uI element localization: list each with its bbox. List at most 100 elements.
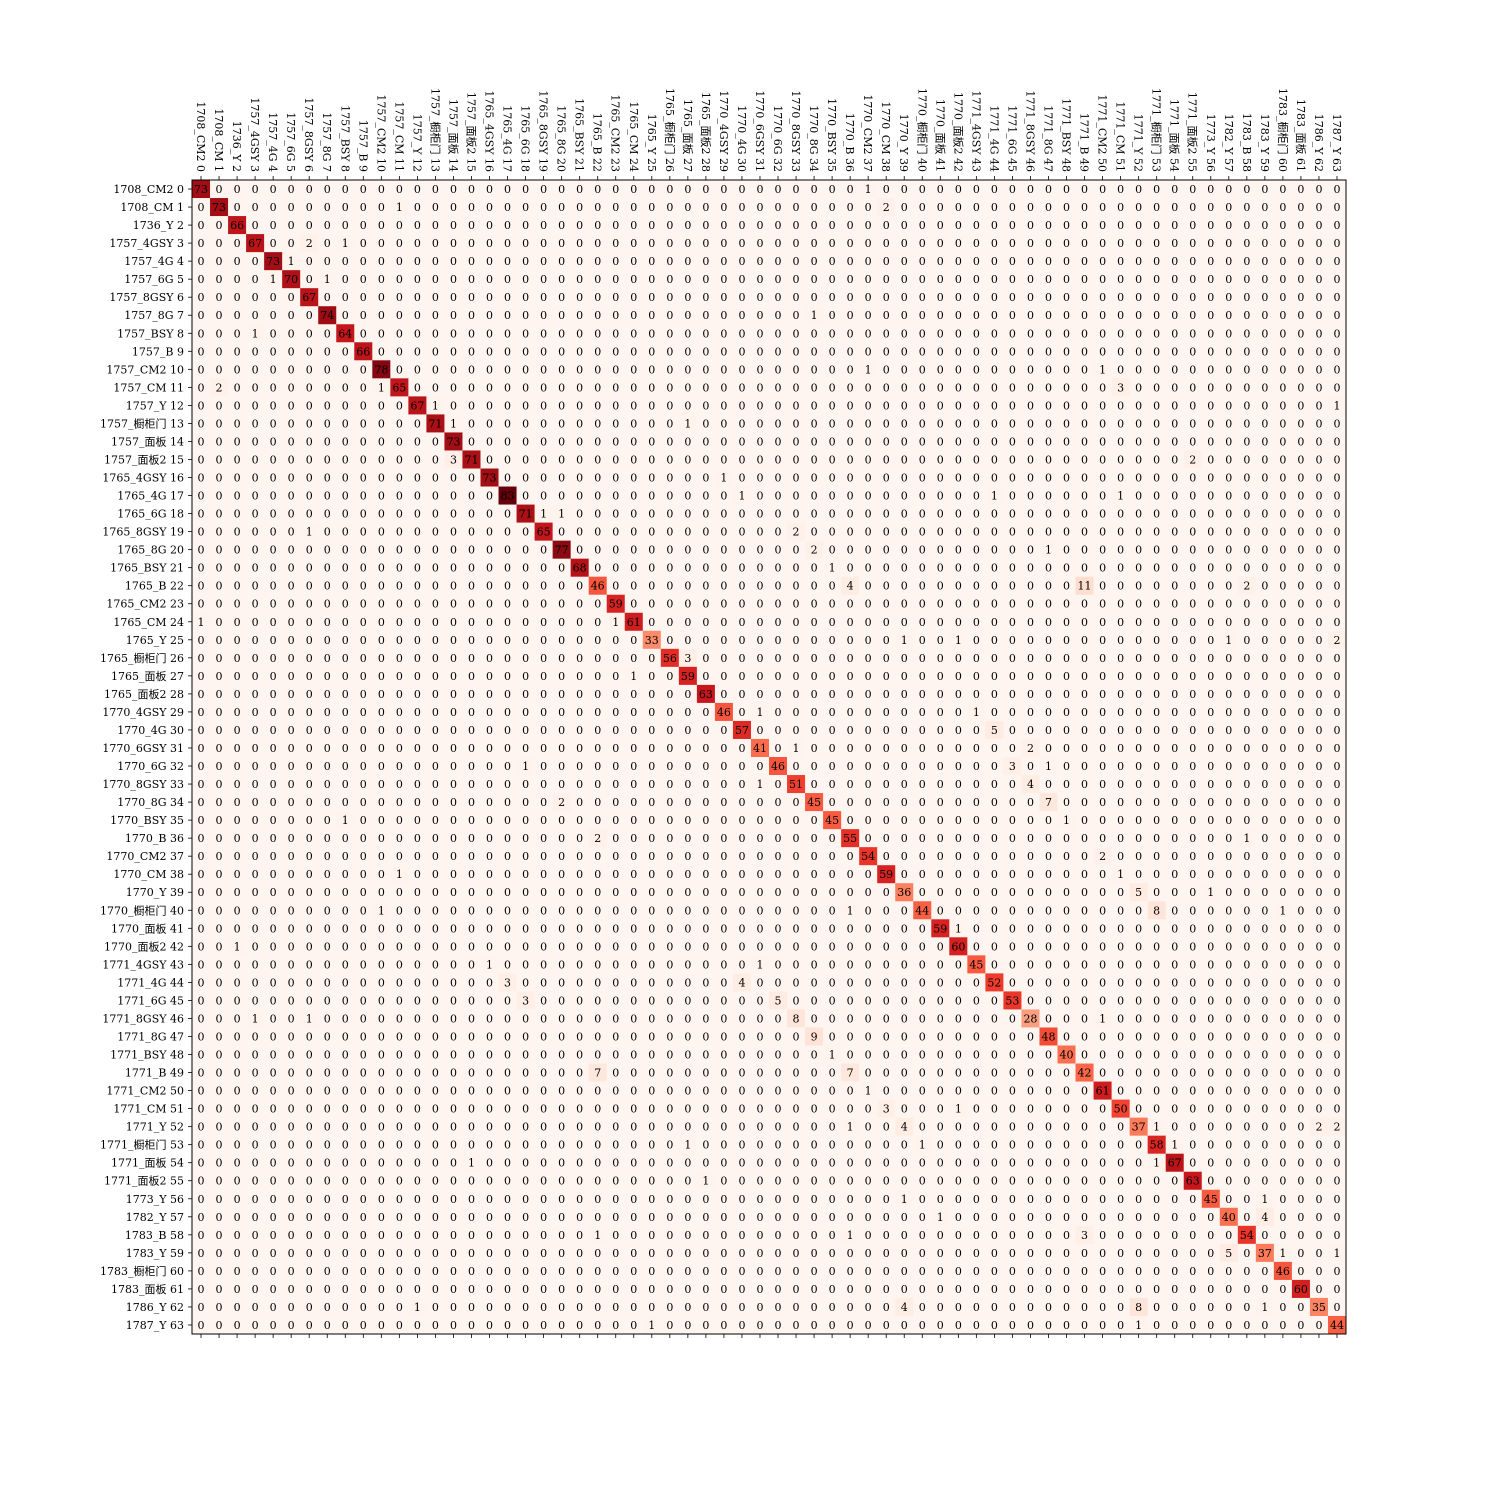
- heatmap-cell: [1111, 198, 1131, 217]
- cell-value-label: 0: [793, 363, 800, 376]
- heatmap-cell: [949, 180, 968, 199]
- heatmap-cell: [642, 234, 662, 253]
- cell-value-label: 0: [648, 417, 655, 430]
- cell-value-label: 0: [756, 273, 763, 286]
- cell-value-label: 0: [414, 309, 421, 322]
- heatmap-cell: [426, 180, 445, 199]
- heatmap-cell: [660, 234, 680, 253]
- cell-value-label: 0: [360, 237, 367, 250]
- heatmap-cell: [1219, 180, 1239, 199]
- cell-value-label: 0: [270, 291, 277, 304]
- heatmap-cell: [750, 234, 770, 253]
- cell-value-label: 0: [955, 399, 962, 412]
- cell-value-label: 0: [630, 381, 637, 394]
- cell-value-label: 0: [432, 345, 439, 358]
- cell-value-label: 0: [793, 183, 800, 196]
- heatmap-cell: [336, 234, 355, 253]
- cell-value-label: 0: [1261, 399, 1268, 412]
- cell-value-label: 0: [450, 237, 457, 250]
- heatmap-cell: [1255, 252, 1275, 271]
- cell-value-label: 0: [775, 219, 782, 232]
- cell-value-label: 0: [612, 273, 619, 286]
- cell-value-label: 0: [630, 399, 637, 412]
- cell-value-label: 0: [1243, 417, 1250, 430]
- cell-value-label: 0: [1243, 255, 1250, 268]
- heatmap-cell: [1111, 252, 1131, 271]
- heatmap-cell: [1165, 252, 1185, 271]
- heatmap-cell: [516, 270, 535, 289]
- heatmap-cell: [570, 270, 590, 289]
- cell-value-label: 1: [865, 363, 872, 376]
- heatmap-cell: [732, 234, 752, 253]
- cell-value-label: 0: [378, 201, 385, 214]
- cell-value-label: 0: [1045, 309, 1052, 322]
- heatmap-cell: [1327, 180, 1347, 199]
- cell-value-label: 0: [360, 291, 367, 304]
- heatmap-cell: [949, 252, 968, 271]
- heatmap-cell: [1003, 252, 1022, 271]
- cell-value-label: 0: [865, 309, 872, 322]
- heatmap-cell: [1039, 180, 1058, 199]
- cell-value-label: 0: [1099, 309, 1106, 322]
- cell-value-label: 0: [1117, 363, 1124, 376]
- heatmap-cell: [678, 216, 698, 235]
- cell-value-label: 0: [1261, 201, 1268, 214]
- cell-value-label: 0: [738, 219, 745, 232]
- cell-value-label: 0: [1243, 309, 1250, 322]
- heatmap-cell: [805, 216, 824, 235]
- cell-value-label: 0: [973, 345, 980, 358]
- cell-value-label: 0: [1207, 327, 1214, 340]
- heatmap-cell: [787, 216, 806, 235]
- cell-value-label: 0: [666, 363, 673, 376]
- cell-value-label: 0: [288, 327, 295, 340]
- cell-value-label: 0: [702, 309, 709, 322]
- heatmap-cell: [714, 270, 734, 289]
- heatmap-cell: [462, 180, 481, 199]
- cell-value-label: 0: [955, 291, 962, 304]
- heatmap-cell: [642, 180, 662, 199]
- cell-value-label: 0: [288, 237, 295, 250]
- cell-value-label: 0: [1279, 273, 1286, 286]
- heatmap-cell: [516, 234, 535, 253]
- heatmap-cell: [1183, 216, 1203, 235]
- cell-value-label: 0: [612, 399, 619, 412]
- cell-value-label: 0: [486, 327, 493, 340]
- cell-value-label: 0: [594, 363, 601, 376]
- cell-value-label: 0: [270, 237, 277, 250]
- cell-value-label: 0: [1225, 417, 1232, 430]
- cell-value-label: 0: [270, 399, 277, 412]
- cell-value-label: 0: [666, 219, 673, 232]
- heatmap-cell: [1003, 270, 1022, 289]
- cell-value-label: 0: [1189, 381, 1196, 394]
- cell-value-label: 0: [540, 201, 547, 214]
- cell-value-label: 0: [558, 183, 565, 196]
- cell-value-label: 0: [865, 255, 872, 268]
- cell-value-label: 0: [558, 219, 565, 232]
- cell-value-label: 0: [775, 183, 782, 196]
- cell-value-label: 0: [991, 273, 998, 286]
- heatmap-cell: [1003, 234, 1022, 253]
- cell-value-label: 0: [324, 201, 331, 214]
- heatmap-cell: [823, 180, 842, 199]
- heatmap-cell: [1237, 252, 1257, 271]
- cell-value-label: 0: [702, 237, 709, 250]
- heatmap-cell: [1255, 234, 1275, 253]
- cell-value-label: 0: [756, 219, 763, 232]
- cell-value-label: 0: [1171, 273, 1178, 286]
- cell-value-label: 0: [973, 183, 980, 196]
- cell-value-label: 0: [1117, 237, 1124, 250]
- cell-value-label: 1: [342, 237, 349, 250]
- cell-value-label: 0: [720, 201, 727, 214]
- cell-value-label: 0: [1315, 381, 1322, 394]
- heatmap-cell: [606, 216, 626, 235]
- cell-value-label: 0: [1225, 291, 1232, 304]
- cell-value-label: 0: [576, 327, 583, 340]
- heatmap-cell: [805, 234, 824, 253]
- cell-value-label: 0: [793, 381, 800, 394]
- cell-value-label: 0: [1279, 381, 1286, 394]
- heatmap-cell: [408, 198, 427, 217]
- cell-value-label: 0: [504, 291, 511, 304]
- cell-value-label: 0: [468, 201, 475, 214]
- cell-value-label: 0: [973, 201, 980, 214]
- cell-value-label: 0: [775, 399, 782, 412]
